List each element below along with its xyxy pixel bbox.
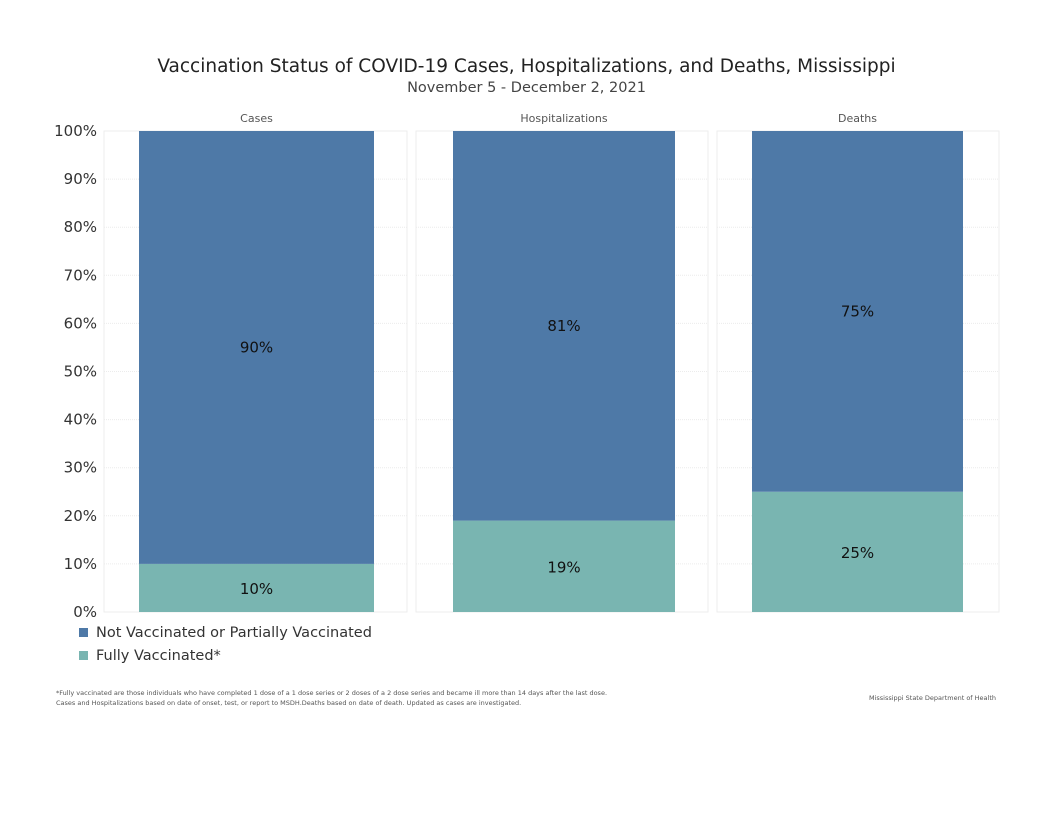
legend-label-not-vaccinated: Not Vaccinated or Partially Vaccinated xyxy=(96,624,372,641)
legend-label-fully-vaccinated: Fully Vaccinated* xyxy=(96,647,221,664)
y-tick-label: 0% xyxy=(73,603,97,620)
category-header: Cases xyxy=(240,112,273,125)
y-tick-label: 40% xyxy=(64,411,97,429)
data-label-not-vaccinated: 75% xyxy=(841,302,874,320)
y-tick-label: 50% xyxy=(64,363,97,381)
legend-item-not-vaccinated[interactable]: Not Vaccinated or Partially Vaccinated xyxy=(79,621,372,644)
y-tick-label: 30% xyxy=(64,459,97,477)
bar-segment-fully-vaccinated xyxy=(453,520,675,612)
footnote: *Fully vaccinated are those individuals … xyxy=(56,688,607,708)
stacked-bar-chart: 0% 10% 20% 30% 40% 50% 60% 70% 80% 90% 100% Cases Ho… xyxy=(54,112,1000,620)
data-label-not-vaccinated: 81% xyxy=(547,317,580,335)
bar-segment-not-vaccinated xyxy=(752,131,963,492)
y-tick-label: 10% xyxy=(64,555,97,573)
legend-item-fully-vaccinated[interactable]: Fully Vaccinated* xyxy=(79,644,372,667)
legend: Not Vaccinated or Partially Vaccinated F… xyxy=(79,621,372,667)
y-tick-label: 100% xyxy=(54,122,97,140)
y-tick-label: 90% xyxy=(64,170,97,188)
y-tick-label: 70% xyxy=(64,266,97,284)
data-label-not-vaccinated: 90% xyxy=(240,338,273,356)
footnote-line-2: Cases and Hospitalizations based on date… xyxy=(56,699,522,707)
chart-title: Vaccination Status of COVID-19 Cases, Ho… xyxy=(157,56,896,77)
y-tick-label: 60% xyxy=(64,314,97,332)
category-header: Hospitalizations xyxy=(520,112,608,125)
footnote-line-1: *Fully vaccinated are those individuals … xyxy=(56,689,608,697)
category-header: Deaths xyxy=(838,112,877,125)
bar-segment-not-vaccinated xyxy=(453,131,675,521)
legend-swatch-fully-vaccinated xyxy=(79,651,88,660)
legend-swatch-not-vaccinated xyxy=(79,628,88,637)
bar-segment-fully-vaccinated xyxy=(752,491,963,612)
y-tick-label: 80% xyxy=(64,218,97,236)
y-tick-label: 20% xyxy=(64,507,97,525)
chart-subtitle: November 5 - December 2, 2021 xyxy=(407,80,646,96)
source-credit: Mississippi State Department of Health xyxy=(868,694,996,702)
bar-segment-fully-vaccinated xyxy=(139,563,374,612)
bar-segment-not-vaccinated xyxy=(139,131,374,564)
data-label-fully-vaccinated: 19% xyxy=(547,558,580,576)
data-label-fully-vaccinated: 10% xyxy=(240,580,273,598)
data-label-fully-vaccinated: 25% xyxy=(841,544,874,562)
